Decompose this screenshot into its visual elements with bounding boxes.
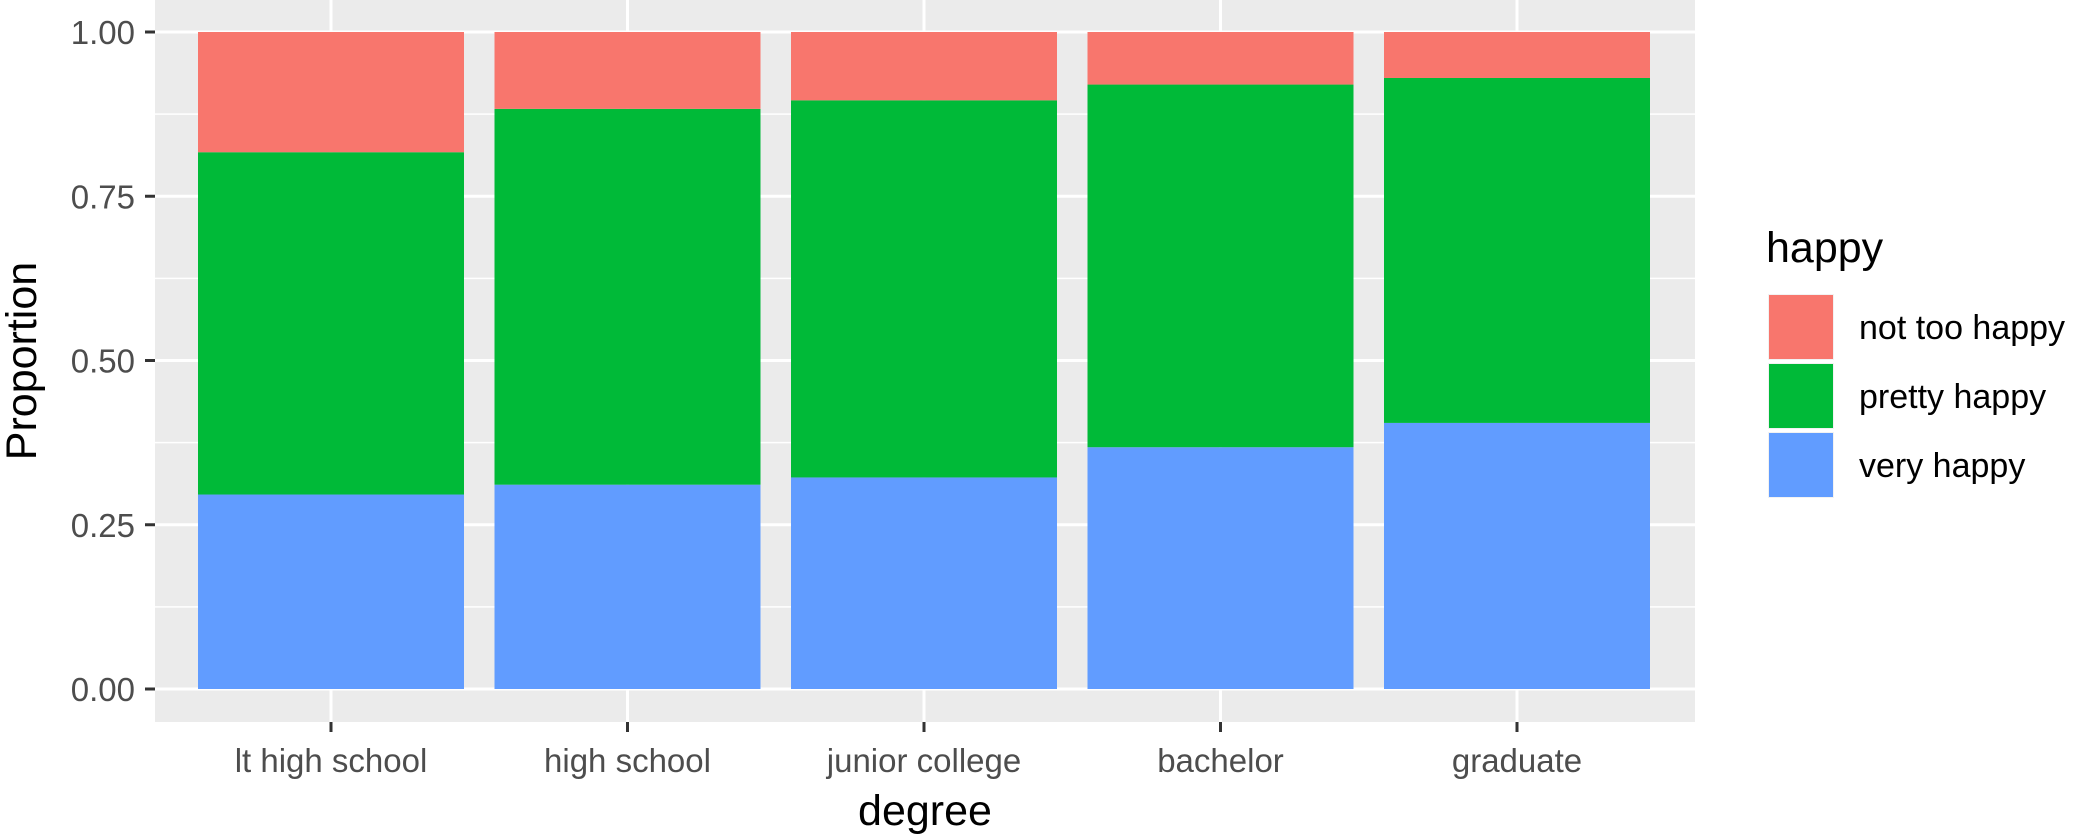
legend: happy not too happy pretty happy very happ… (1766, 224, 2065, 498)
bar-segment-not-too-happy (494, 32, 761, 109)
legend-items: not too happy pretty happy very happy (1768, 294, 2065, 498)
y-axis-title: Proportion (0, 262, 46, 460)
bar-segment-pretty-happy (494, 108, 761, 485)
bars (198, 32, 1650, 689)
x-tick-label: junior college (826, 742, 1021, 779)
bar-segment-very-happy (1087, 447, 1354, 689)
bar-segment-very-happy (791, 477, 1057, 689)
bar-segment-pretty-happy (1384, 77, 1650, 423)
bar-segment-pretty-happy (1087, 84, 1354, 448)
legend-swatch-very-happy (1769, 433, 1833, 497)
bar-segment-very-happy (198, 494, 464, 689)
legend-label: pretty happy (1859, 378, 2046, 416)
bar-segment-pretty-happy (791, 100, 1057, 478)
legend-label: very happy (1859, 447, 2025, 485)
x-axis: lt high school high school junior college b… (235, 722, 1582, 779)
bar-segment-not-too-happy (1087, 32, 1354, 85)
bar-segment-not-too-happy (198, 32, 464, 153)
bar-segment-not-too-happy (791, 32, 1057, 101)
x-axis-title: degree (858, 787, 992, 835)
legend-label: not too happy (1859, 309, 2065, 347)
y-tick-label: 0.50 (71, 343, 135, 380)
y-axis: 0.00 0.25 0.50 0.75 1.00 (71, 14, 155, 708)
legend-swatch-pretty-happy (1769, 364, 1833, 428)
legend-title: happy (1766, 224, 1884, 272)
bar-segment-not-too-happy (1384, 32, 1650, 78)
x-tick-label: graduate (1452, 742, 1582, 779)
y-tick-label: 1.00 (71, 14, 135, 51)
x-tick-label: lt high school (235, 742, 428, 779)
legend-swatch-not-too-happy (1769, 295, 1833, 359)
bar-segment-very-happy (494, 484, 761, 689)
x-tick-label: bachelor (1157, 742, 1284, 779)
bar-segment-pretty-happy (198, 152, 464, 495)
x-tick-label: high school (544, 742, 711, 779)
y-tick-label: 0.25 (71, 507, 135, 544)
y-tick-label: 0.75 (71, 178, 135, 215)
bar-segment-very-happy (1384, 422, 1650, 689)
y-tick-label: 0.00 (71, 671, 135, 708)
